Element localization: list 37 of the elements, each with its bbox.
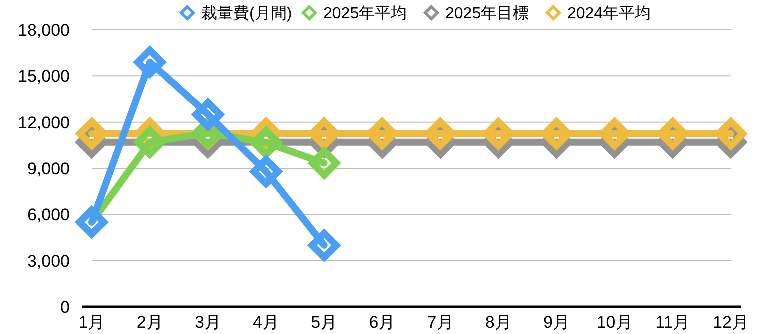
point: [599, 118, 630, 150]
y-tick-label: 18,000: [18, 20, 70, 40]
point: [250, 156, 282, 188]
point: [192, 99, 224, 130]
y-tick-label: 3,000: [27, 252, 70, 271]
x-tick-label: 4月: [253, 313, 280, 332]
point: [366, 118, 398, 150]
point: [657, 118, 688, 150]
y-tick-label: 6,000: [27, 206, 70, 225]
point: [308, 148, 340, 179]
point: [308, 230, 340, 261]
x-tick-label: 11月: [656, 313, 690, 332]
x-tick-label: 8月: [485, 313, 512, 332]
legend-label: 2024年平均: [568, 6, 652, 23]
point: [76, 118, 108, 150]
point: [716, 118, 746, 150]
x-tick-label: 7月: [427, 313, 454, 332]
y-tick-label: 15,000: [18, 67, 70, 86]
x-tick-label: 1月: [78, 313, 106, 332]
point: [308, 118, 340, 150]
point: [541, 118, 572, 150]
point: [483, 118, 514, 150]
y-tick-label: 9,000: [27, 159, 70, 178]
y-tick-label: 0: [60, 298, 70, 317]
x-tick-label: 9月: [543, 313, 570, 332]
x-tick-label: 6月: [369, 313, 396, 332]
legend-label: 2025年平均: [324, 6, 408, 23]
point: [134, 46, 166, 78]
y-tick-label: 12,000: [18, 113, 70, 132]
x-tick-label: 12月: [713, 313, 749, 332]
x-tick-label: 5月: [311, 313, 338, 332]
x-tick-label: 3月: [194, 313, 222, 332]
legend-label: 裁量費(月間): [202, 4, 292, 23]
point: [425, 118, 456, 150]
x-tick-label: 2月: [136, 313, 164, 332]
legend-label: 2025年目標: [446, 4, 530, 23]
x-tick-label: 10月: [596, 313, 633, 332]
